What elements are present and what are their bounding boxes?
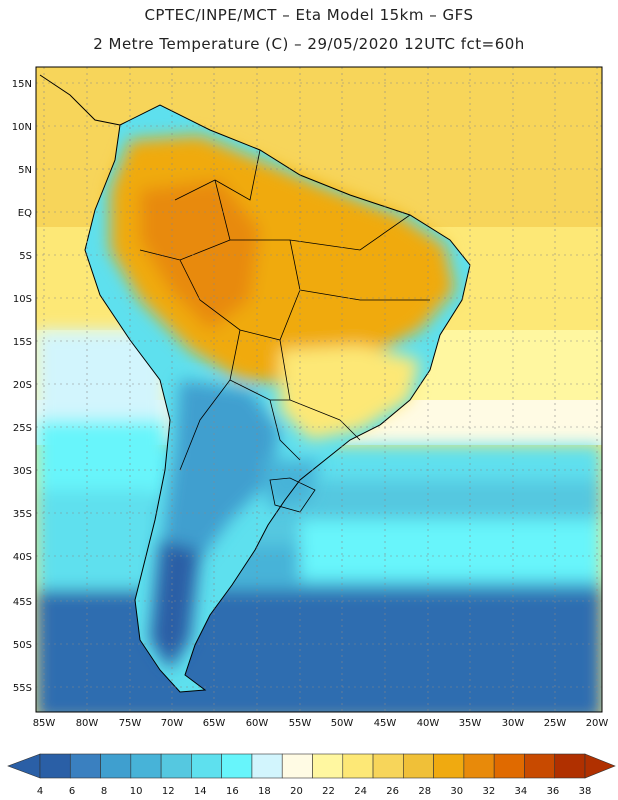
colorbar-segment (69, 753, 101, 779)
colorbar-tick-label: 4 (37, 786, 43, 797)
colorbar-segment (100, 753, 132, 779)
lat-label: EQ (18, 208, 32, 219)
colorbar-segment (130, 753, 162, 779)
colorbar-tick-label: 20 (290, 786, 303, 797)
lon-label: 70W (161, 718, 184, 729)
lon-label: 65W (203, 718, 226, 729)
colorbar-segment (554, 753, 586, 779)
lon-label: 55W (289, 718, 312, 729)
colorbar-segment (191, 753, 222, 779)
temperature-field (36, 67, 602, 712)
colorbar-tick-label: 24 (354, 786, 367, 797)
colorbar-tick-label: 30 (450, 786, 463, 797)
lon-label: 75W (119, 718, 142, 729)
colorbar-tick-label: 22 (322, 786, 335, 797)
colorbar-left-arrow (7, 753, 41, 779)
colorbar: 4 6 8 10 12 14 16 18 20 22 24 26 28 30 32 34 36 38 (7, 753, 616, 797)
lon-label: 30W (502, 718, 525, 729)
lat-label: 50S (13, 640, 32, 651)
colorbar-segment (312, 753, 344, 779)
colorbar-segment (524, 753, 556, 779)
colorbar-segment (493, 753, 525, 779)
latitude-labels: 15N 10N 5N EQ 5S 10S 15S 20S 25S 30S 35S 40S 45S 50S 5… (12, 79, 32, 694)
lat-label: 25S (13, 423, 32, 434)
graticule (36, 67, 602, 712)
colorbar-segment (221, 753, 253, 779)
lat-label: 10N (12, 122, 32, 133)
lat-label: 40S (13, 552, 32, 563)
colorbar-tick-label: 28 (418, 786, 431, 797)
map-subtitle: 2 Metre Temperature (C) – 29/05/2020 12U… (93, 35, 525, 53)
colorbar-tick-label: 26 (386, 786, 399, 797)
plot-frame (35, 66, 603, 713)
map-title: CPTEC/INPE/MCT – Eta Model 15km – GFS (144, 6, 474, 24)
lat-label: 35S (13, 509, 32, 520)
lon-label: 80W (76, 718, 99, 729)
lon-label: 45W (374, 718, 397, 729)
lat-label: 45S (13, 597, 32, 608)
lat-label: 30S (13, 466, 32, 477)
lat-label: 15N (12, 79, 32, 90)
colorbar-tick-label: 12 (162, 786, 175, 797)
colorbar-segment (251, 753, 283, 779)
lat-label: 20S (13, 380, 32, 391)
colorbar-tick-label: 34 (515, 786, 528, 797)
lon-label: 35W (459, 718, 482, 729)
colorbar-tick-label: 6 (69, 786, 75, 797)
colorbar-tick-label: 16 (226, 786, 239, 797)
colorbar-segment (372, 753, 404, 779)
colorbar-segment (433, 753, 465, 779)
colorbar-tick-label: 32 (482, 786, 495, 797)
colorbar-tick-label: 36 (547, 786, 560, 797)
lat-label: 10S (13, 294, 32, 305)
lat-label: 5N (18, 165, 32, 176)
colorbar-right-arrow (584, 753, 616, 779)
colorbar-tick-label: 38 (579, 786, 592, 797)
colorbar-tick-label: 10 (130, 786, 143, 797)
colorbar-segment (39, 753, 71, 779)
colorbar-segment (160, 753, 192, 779)
colorbar-segment (342, 753, 374, 779)
colorbar-segment (463, 753, 495, 779)
longitude-labels: 85W 80W 75W 70W 65W 60W 55W 50W 45W 40W 35W 30W 25W 2… (33, 718, 609, 729)
lon-label: 60W (246, 718, 269, 729)
lon-label: 20W (586, 718, 609, 729)
lon-label: 85W (33, 718, 56, 729)
colorbar-tick-label: 14 (194, 786, 207, 797)
colorbar-segment (403, 753, 434, 779)
colorbar-tick-label: 8 (101, 786, 107, 797)
lat-label: 15S (13, 337, 32, 348)
lon-label: 25W (544, 718, 567, 729)
lat-label: 5S (19, 251, 32, 262)
colorbar-tick-label: 18 (258, 786, 271, 797)
lon-label: 50W (331, 718, 354, 729)
colorbar-segment (281, 753, 313, 779)
lat-label: 55S (13, 683, 32, 694)
lon-label: 40W (417, 718, 440, 729)
